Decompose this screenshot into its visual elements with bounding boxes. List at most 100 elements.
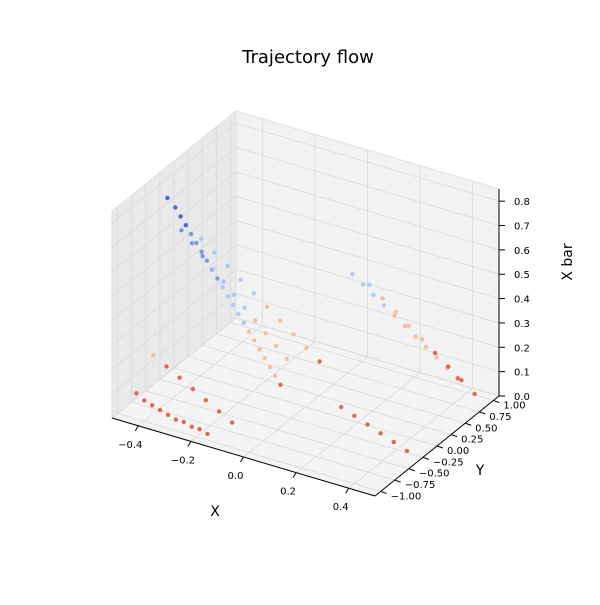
data-point — [179, 228, 184, 233]
x-tick-mark — [240, 456, 244, 463]
grid-line-y-floor — [131, 401, 395, 481]
grid-line-z-left — [111, 293, 237, 394]
z-axis-label: X bar — [560, 243, 576, 281]
data-point — [238, 277, 243, 282]
x-tick-label: 0.0 — [228, 471, 244, 482]
grid-line-z-back — [235, 293, 500, 373]
data-point — [252, 338, 257, 343]
data-point — [392, 313, 397, 318]
data-point — [197, 426, 202, 432]
y-tick-mark — [408, 468, 415, 472]
grid-line-z-left — [111, 244, 237, 346]
data-point — [262, 356, 267, 361]
data-point — [230, 420, 235, 425]
data-point — [199, 249, 204, 254]
data-point — [360, 282, 366, 287]
y-tick-label: 0.50 — [475, 423, 497, 434]
data-point — [304, 345, 309, 351]
data-point — [150, 403, 155, 408]
grid-line-y-floor — [187, 356, 452, 436]
data-point — [178, 214, 183, 219]
data-point — [242, 305, 247, 310]
data-point — [173, 417, 179, 422]
grid-line-z-left — [111, 147, 237, 248]
data-point — [339, 404, 344, 410]
grid-line-z-back — [235, 220, 500, 299]
data-point — [277, 318, 283, 323]
data-point — [157, 407, 163, 413]
data-point — [210, 266, 216, 272]
data-point — [371, 292, 376, 298]
grid-line-z-left — [111, 122, 237, 224]
y-tick-mark — [479, 411, 486, 415]
data-point — [251, 291, 256, 296]
data-point — [267, 364, 273, 370]
y-tick-label: 0.00 — [447, 446, 469, 457]
y-tick-label: −0.25 — [433, 457, 464, 468]
z-tick-label: 0.4 — [514, 295, 530, 306]
data-point — [413, 334, 418, 339]
data-point — [284, 356, 289, 362]
x-tick-mark — [134, 425, 139, 432]
data-point — [350, 271, 355, 277]
data-point — [151, 353, 156, 358]
chart-grid — [111, 115, 500, 492]
data-point — [274, 343, 279, 349]
z-tick-label: 0.6 — [514, 246, 530, 257]
grid-line-z-back — [235, 122, 500, 202]
grid-line-y-floor — [145, 390, 409, 470]
data-point — [317, 359, 322, 364]
data-point — [263, 331, 268, 336]
y-tick-mark — [450, 434, 458, 438]
z-tick-label: 0.3 — [514, 319, 530, 330]
grid-line-z-back — [235, 171, 500, 251]
data-point — [203, 398, 209, 403]
grid-line-y-floor — [230, 322, 494, 401]
y-tick-mark — [436, 445, 444, 449]
data-point — [190, 386, 195, 392]
y-tick-label: 1.00 — [503, 401, 525, 412]
data-point — [142, 398, 147, 403]
x-tick-label: 0.2 — [280, 487, 296, 498]
chart-axes: −0.4−0.20.00.20.4−1.00−0.75−0.50−0.250.0… — [111, 189, 530, 513]
data-point — [404, 448, 410, 454]
z-tick-label: 0.7 — [514, 222, 530, 233]
data-point — [200, 253, 205, 259]
data-point — [188, 231, 194, 237]
data-point — [225, 263, 230, 269]
data-point — [352, 413, 357, 418]
data-point — [278, 382, 283, 387]
data-point — [177, 375, 182, 380]
chart-title: Trajectory flow — [241, 47, 374, 68]
grid-line-z-back — [235, 268, 500, 348]
data-point — [406, 323, 411, 328]
x-tick-label: −0.2 — [171, 455, 195, 466]
grid-line-z-back — [235, 147, 500, 226]
z-tick-label: 0.0 — [514, 392, 530, 403]
data-point — [455, 376, 460, 381]
grid-line-z-left — [111, 220, 237, 321]
z-tick-label: 0.2 — [514, 343, 530, 354]
data-point — [205, 431, 210, 437]
x-tick-mark — [345, 487, 350, 494]
data-point — [164, 364, 169, 369]
data-point — [212, 250, 217, 255]
data-point — [381, 303, 387, 308]
data-point — [378, 431, 383, 436]
data-point — [221, 279, 226, 284]
y-tick-mark — [465, 422, 472, 426]
data-point — [215, 276, 220, 281]
y-tick-mark — [394, 479, 401, 483]
x-tick-label: 0.4 — [333, 502, 349, 513]
y-tick-label: −0.75 — [405, 480, 436, 491]
grid-line-z-left — [111, 317, 237, 419]
data-point — [291, 332, 296, 337]
grid-line-y-floor — [216, 333, 480, 413]
grid-line-z-back — [235, 195, 500, 275]
grid-line-z-left — [111, 195, 237, 297]
data-point — [273, 373, 278, 379]
y-tick-label: −1.00 — [391, 491, 422, 502]
y-tick-label: 0.75 — [489, 412, 511, 423]
